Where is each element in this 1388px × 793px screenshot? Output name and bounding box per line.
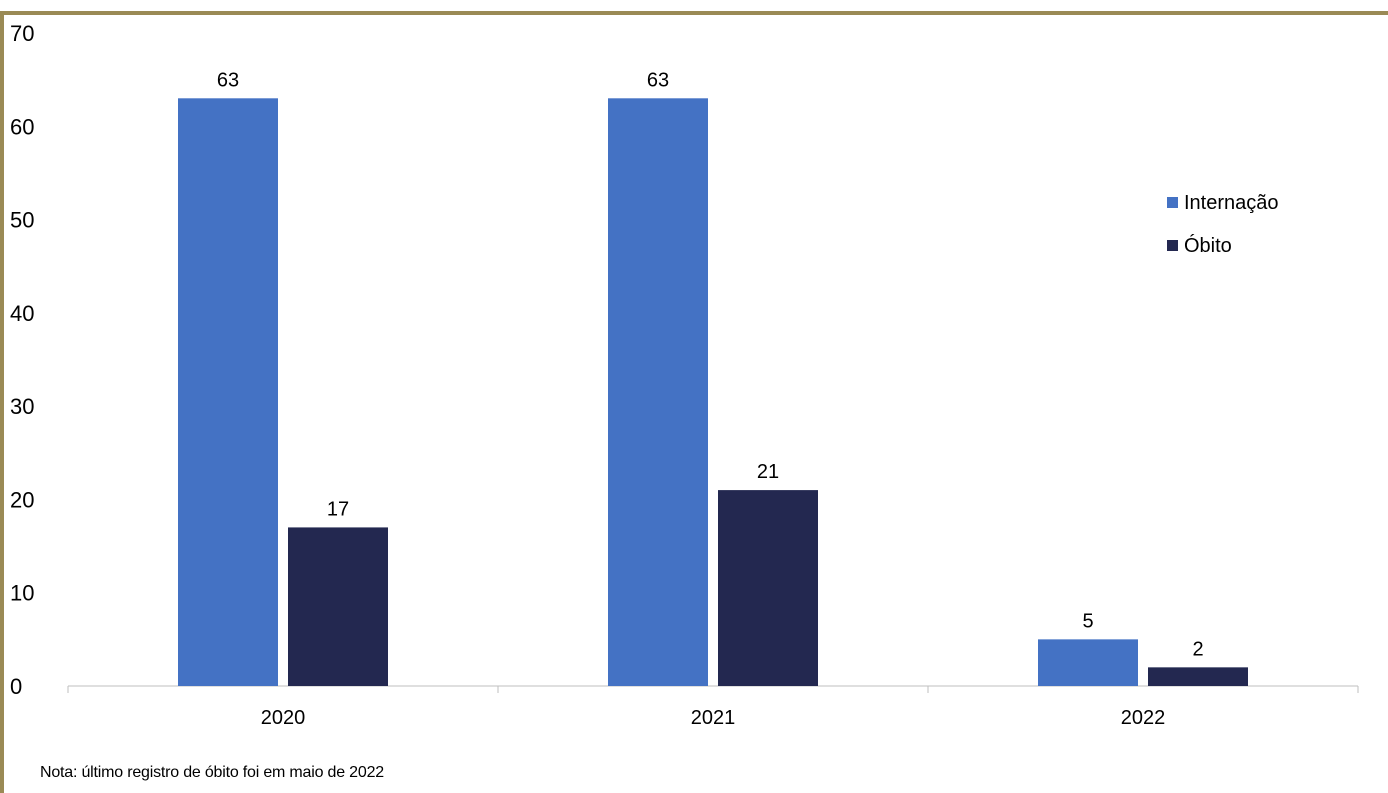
x-tick-label: 2020 — [261, 707, 306, 729]
x-tick-label: 2022 — [1121, 707, 1166, 729]
legend: Internação Óbito — [1167, 192, 1279, 257]
y-tick-label: 10 — [10, 581, 34, 606]
frame-left-border — [0, 11, 4, 793]
frame-top-border — [0, 11, 1388, 15]
bar — [718, 490, 818, 686]
bars — [178, 98, 1248, 687]
x-tick-labels: 2020 2021 2022 — [261, 707, 1166, 729]
bar — [288, 527, 388, 686]
data-label: 21 — [757, 461, 779, 483]
y-tick-labels: 0 10 20 30 40 50 60 70 — [10, 21, 34, 699]
data-label: 5 — [1082, 610, 1093, 632]
y-tick-label: 0 — [10, 674, 22, 699]
legend-label: Óbito — [1184, 234, 1232, 257]
y-tick-label: 70 — [10, 21, 34, 46]
y-tick-label: 20 — [10, 487, 34, 512]
x-tick-label: 2021 — [691, 707, 736, 729]
y-tick-label: 30 — [10, 394, 34, 419]
legend-swatch — [1167, 240, 1178, 251]
bar — [178, 98, 278, 687]
bar — [1038, 639, 1138, 686]
legend-swatch — [1167, 197, 1178, 208]
bar — [608, 98, 708, 687]
frame — [0, 11, 1388, 793]
y-tick-label: 50 — [10, 208, 34, 233]
data-labels: 63 17 63 21 5 2 — [217, 69, 1204, 660]
y-tick-label: 40 — [10, 301, 34, 326]
axes — [67, 685, 1359, 693]
data-label: 63 — [217, 69, 239, 91]
data-label: 17 — [327, 498, 349, 520]
data-label: 2 — [1192, 638, 1203, 660]
bar — [1148, 667, 1248, 686]
y-tick-label: 60 — [10, 114, 34, 139]
legend-label: Internação — [1184, 192, 1279, 214]
data-label: 63 — [647, 69, 669, 91]
chart-note: Nota: último registro de óbito foi em ma… — [40, 764, 384, 781]
